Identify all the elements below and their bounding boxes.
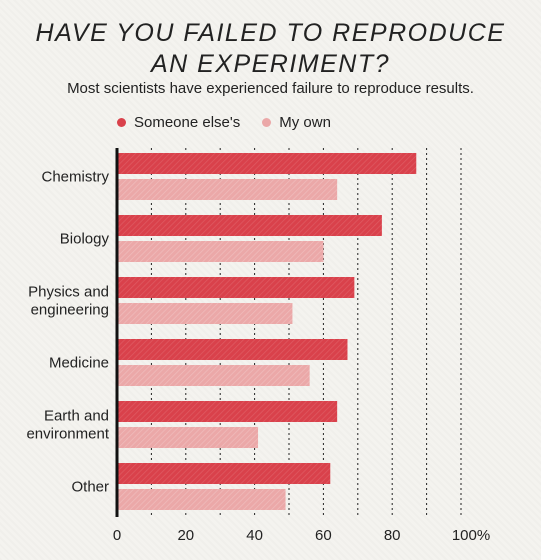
category-label-2-line-2: engineering [31,302,109,319]
legend-item-my-own: My own [262,114,331,131]
chart-legend: Someone else's My own [117,114,331,131]
chart-title-line-1: HAVE YOU FAILED TO REPRODUCE [35,19,506,47]
legend-item-someone-else: Someone else's [117,114,240,131]
bar-someone-else-5 [117,463,331,484]
bar-someone-else-4 [117,401,338,422]
category-label-0: Chemistry [41,169,109,186]
x-tick-label-0: 0 [113,527,121,544]
legend-label-my-own: My own [279,114,331,131]
bar-my-own-4 [117,427,259,448]
category-label-5: Other [71,479,109,496]
bar-my-own-0 [117,179,338,200]
legend-swatch-someone-else [117,118,126,127]
x-tick-label-20: 20 [177,527,194,544]
chart-title-line-2: AN EXPERIMENT? [150,50,391,78]
bar-my-own-5 [117,489,286,510]
category-label-4-line-1: Earth and [44,408,109,425]
legend-swatch-my-own [262,118,272,127]
chart-subtitle: Most scientists have experienced failure… [67,80,474,97]
x-tick-label-60: 60 [315,527,332,544]
chart-title: HAVE YOU FAILED TO REPRODUCE AN EXPERIME… [0,18,541,80]
bar-my-own-3 [117,365,310,386]
category-label-2-line-1: Physics and [28,284,109,301]
category-label-4-line-2: environment [26,426,109,443]
bar-my-own-2 [117,303,293,324]
category-label-1: Biology [60,231,110,248]
x-tick-label-80: 80 [384,527,401,544]
bar-someone-else-0 [117,153,417,174]
bar-someone-else-2 [117,277,355,298]
bar-my-own-1 [117,241,324,262]
legend-label-someone-else: Someone else's [134,114,241,131]
x-tick-label-100: 100% [452,527,490,544]
bar-someone-else-1 [117,215,382,236]
x-tick-label-40: 40 [246,527,263,544]
bar-someone-else-3 [117,339,348,360]
category-label-3: Medicine [49,355,109,372]
